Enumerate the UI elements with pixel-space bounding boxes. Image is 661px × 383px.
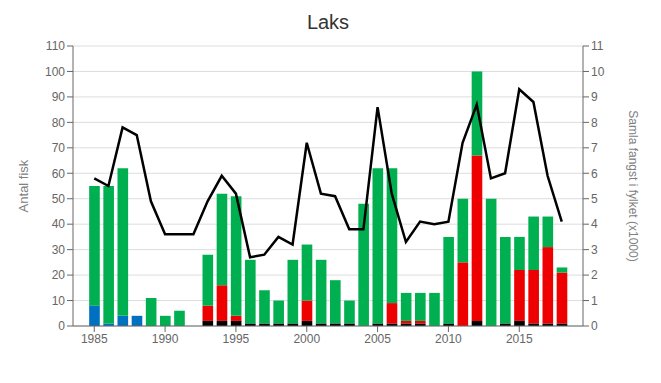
svg-text:11: 11 xyxy=(591,39,604,53)
svg-text:50: 50 xyxy=(52,192,66,206)
svg-text:1985: 1985 xyxy=(81,332,108,346)
svg-text:110: 110 xyxy=(46,39,65,53)
svg-text:5: 5 xyxy=(591,192,598,206)
svg-text:100: 100 xyxy=(45,65,65,79)
svg-text:80: 80 xyxy=(52,116,66,130)
html-text:Laks: Laks xyxy=(306,11,350,33)
svg-text:1: 1 xyxy=(591,294,598,308)
svg-text:70: 70 xyxy=(52,141,66,155)
svg-text:0: 0 xyxy=(591,319,598,333)
svg-text:6: 6 xyxy=(591,167,598,181)
svg-text:60: 60 xyxy=(52,167,66,181)
svg-text:1995: 1995 xyxy=(223,332,250,346)
svg-text:Antal fisk: Antal fisk xyxy=(16,159,31,212)
svg-text:3: 3 xyxy=(591,243,598,257)
svg-text:10: 10 xyxy=(591,65,605,79)
svg-text:2: 2 xyxy=(591,268,598,282)
svg-text:2005: 2005 xyxy=(364,332,391,346)
svg-text:40: 40 xyxy=(52,217,66,231)
svg-text:2010: 2010 xyxy=(435,332,462,346)
svg-text:1990: 1990 xyxy=(152,332,179,346)
svg-text:90: 90 xyxy=(52,90,66,104)
svg-text:10: 10 xyxy=(52,294,66,308)
svg-text:9: 9 xyxy=(591,90,598,104)
svg-text:2015: 2015 xyxy=(506,332,533,346)
svg-text:7: 7 xyxy=(591,141,598,155)
svg-text:0: 0 xyxy=(58,319,65,333)
svg-text:2000: 2000 xyxy=(293,332,320,346)
svg-text:4: 4 xyxy=(591,217,598,231)
svg-text:20: 20 xyxy=(52,268,66,282)
svg-text:30: 30 xyxy=(52,243,66,257)
svg-text:8: 8 xyxy=(591,116,598,130)
svg-text:Samla fangst i fylket (x1000): Samla fangst i fylket (x1000) xyxy=(626,110,640,261)
